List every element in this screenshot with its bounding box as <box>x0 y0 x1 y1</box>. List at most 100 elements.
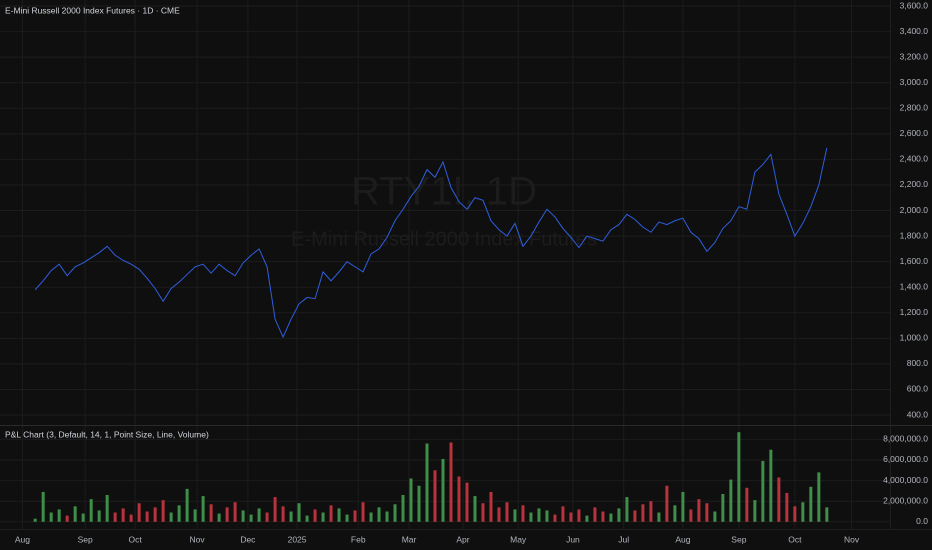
x-tick-label: Sep <box>78 534 93 544</box>
volume-bar <box>305 515 309 522</box>
volume-bar <box>425 443 429 522</box>
y-tick-label: 3,200.0 <box>900 51 929 61</box>
volume-bar <box>337 508 341 522</box>
volume-bar <box>593 507 597 522</box>
volume-bar <box>385 511 389 522</box>
volume-bar <box>689 509 693 522</box>
volume-bar <box>585 515 589 522</box>
volume-bar <box>297 503 301 522</box>
x-tick-label: Feb <box>351 534 366 544</box>
volume-bar <box>505 502 509 522</box>
volume-bar <box>353 510 357 522</box>
volume-bar <box>185 488 189 522</box>
volume-bar <box>633 510 637 522</box>
volume-bar <box>249 514 253 522</box>
y-tick-label: 2,800.0 <box>900 103 929 113</box>
volume-bar <box>129 514 133 522</box>
volume-bar <box>161 500 165 522</box>
x-tick-label: 2025 <box>288 534 307 544</box>
y-tick-label: 8,000,000.0 <box>883 434 928 444</box>
y-tick-label: 1,600.0 <box>900 256 929 266</box>
volume-bar <box>393 504 397 522</box>
y-tick-label: 800.0 <box>907 358 929 368</box>
y-tick-label: 2,200.0 <box>900 179 929 189</box>
volume-bar <box>649 501 653 522</box>
volume-bar <box>553 514 557 522</box>
volume-bar <box>449 442 453 522</box>
volume-bar <box>289 511 293 522</box>
volume-bar <box>345 514 349 522</box>
volume-bar <box>241 510 245 522</box>
y-tick-label: 4,000,000.0 <box>883 475 928 485</box>
volume-bar <box>673 505 677 522</box>
volume-bar <box>753 500 757 522</box>
volume-bar <box>145 511 149 522</box>
volume-bar <box>361 502 365 522</box>
volume-bar <box>793 506 797 522</box>
volume-bar <box>569 512 573 522</box>
chart-title: E-Mini Russell 2000 Index Futures · 1D ·… <box>5 5 180 15</box>
volume-bar <box>729 479 733 522</box>
volume-bar <box>441 458 445 522</box>
volume-bar <box>81 513 85 522</box>
volume-bar <box>153 507 157 522</box>
volume-bar <box>665 485 669 522</box>
volume-bar <box>225 507 229 522</box>
volume-bar <box>641 504 645 522</box>
volume-bar <box>137 503 141 522</box>
volume-bar <box>657 512 661 522</box>
y-tick-label: 1,200.0 <box>900 307 929 317</box>
volume-bar <box>545 510 549 522</box>
volume-bar <box>617 508 621 522</box>
volume-bar <box>201 496 205 522</box>
volume-bar <box>257 508 261 522</box>
volume-bar <box>369 512 373 522</box>
volume-bar <box>497 507 501 522</box>
volume-bar <box>697 499 701 522</box>
volume-bar <box>601 511 605 522</box>
volume-bar <box>681 491 685 522</box>
x-tick-label: Oct <box>129 534 143 544</box>
x-tick-label: Mar <box>402 534 417 544</box>
volume-bar <box>65 515 69 522</box>
volume-bar <box>233 502 237 522</box>
volume-bar <box>89 499 93 522</box>
volume-bar <box>609 513 613 522</box>
y-tick-label: 2,400.0 <box>900 154 929 164</box>
volume-bar <box>537 508 541 522</box>
volume-bar <box>769 449 773 522</box>
volume-bar <box>113 512 117 522</box>
volume-bar <box>745 487 749 522</box>
volume-bar <box>561 506 565 522</box>
y-tick-label: 3,400.0 <box>900 26 929 36</box>
volume-bar <box>409 478 413 522</box>
y-tick-label: 6,000,000.0 <box>883 454 928 464</box>
volume-bar <box>577 509 581 522</box>
volume-bar <box>329 505 333 522</box>
grid <box>0 0 890 529</box>
x-tick-label: Jun <box>566 534 580 544</box>
volume-bar <box>625 497 629 522</box>
y-tick-label: 2,600.0 <box>900 128 929 138</box>
volume-bar <box>473 496 477 522</box>
volume-bar <box>801 502 805 522</box>
volume-bar <box>809 486 813 522</box>
volume-bar <box>825 507 829 522</box>
volume-bar <box>777 477 781 522</box>
watermark-symbol: RTY1!, 1D <box>351 170 537 214</box>
volume-bar <box>281 506 285 522</box>
x-tick-label: May <box>510 534 527 544</box>
y-tick-label: 0.0 <box>916 516 928 526</box>
volume-bar <box>169 512 173 522</box>
volume-bar <box>521 505 525 522</box>
y-tick-label: 1,800.0 <box>900 230 929 240</box>
volume-bar <box>73 506 77 522</box>
volume-bar <box>273 497 277 522</box>
volume-bar <box>417 485 421 522</box>
volume-bar <box>177 505 181 522</box>
volume-bar <box>761 461 765 522</box>
volume-bar <box>705 503 709 522</box>
volume-bar <box>193 509 197 522</box>
price-line <box>34 147 828 339</box>
y-tick-label: 400.0 <box>907 409 929 419</box>
